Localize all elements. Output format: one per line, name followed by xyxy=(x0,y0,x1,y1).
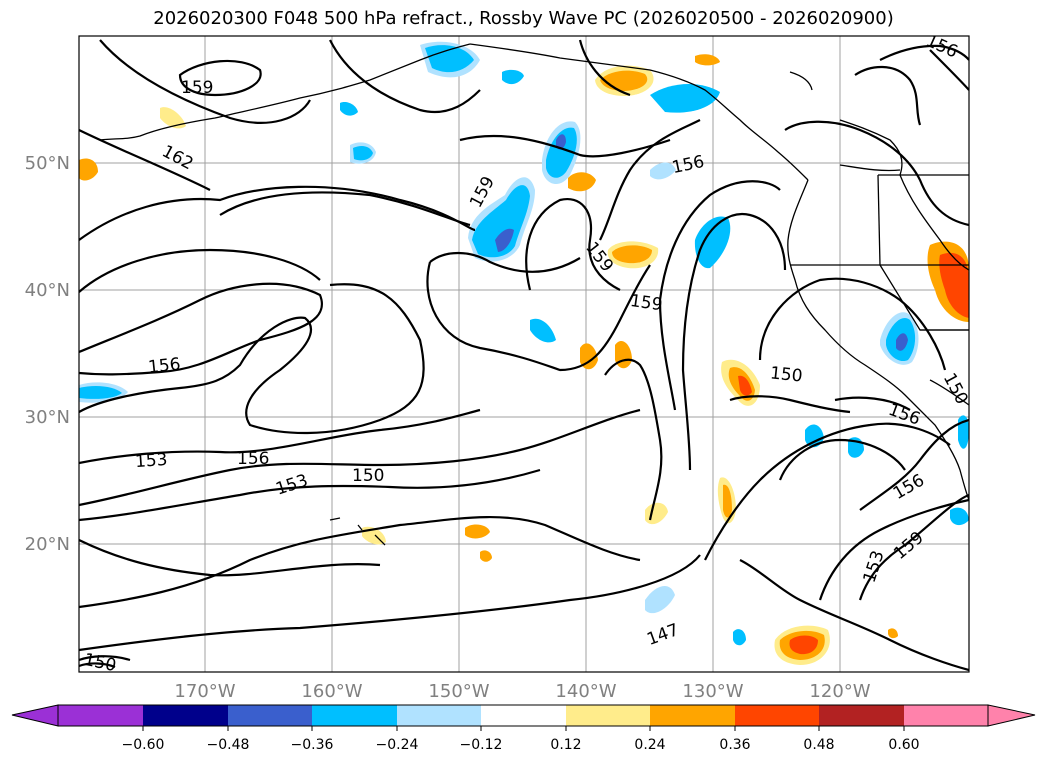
contour-label: 156 xyxy=(237,449,269,469)
colorbar-tick-label: −0.60 xyxy=(122,737,165,753)
colorbar-segment xyxy=(312,705,397,726)
height-contours xyxy=(79,39,969,672)
map-border xyxy=(78,35,970,673)
contour-label: 159 xyxy=(629,291,664,315)
coastlines xyxy=(99,43,969,546)
negative-anomaly-fills xyxy=(79,41,969,646)
contour-label: 156 xyxy=(147,354,181,377)
lon-label: 160°W xyxy=(301,681,362,702)
colorbar-tick-label: −0.12 xyxy=(460,737,503,753)
colorbar-tick-label: 0.12 xyxy=(550,737,581,753)
longitude-labels: 170°W 160°W 150°W 140°W 130°W 120°W xyxy=(174,681,870,702)
lat-label: 50°N xyxy=(25,153,70,174)
lat-label: 20°N xyxy=(25,534,70,555)
lon-label: 150°W xyxy=(428,681,489,702)
colorbar: −0.60 −0.48 −0.36 −0.24 −0.12 0.12 0.24 … xyxy=(11,704,1036,753)
lat-label: 30°N xyxy=(25,407,70,428)
colorbar-segment xyxy=(397,705,481,726)
colorbar-tick-label: 0.36 xyxy=(719,737,750,753)
contour-label: 150 xyxy=(769,363,803,386)
contour-label: 150 xyxy=(82,650,118,676)
colorbar-segment xyxy=(904,705,988,726)
lat-label: 40°N xyxy=(25,280,70,301)
colorbar-tick-label: 0.24 xyxy=(634,737,665,753)
colorbar-extend-low xyxy=(11,704,59,727)
lon-label: 130°W xyxy=(682,681,743,702)
latitude-labels: 50°N 40°N 30°N 20°N xyxy=(25,153,70,555)
colorbar-tick-label: −0.48 xyxy=(207,737,250,753)
colorbar-tick-label: 0.60 xyxy=(888,737,919,753)
colorbar-segment xyxy=(143,705,228,726)
contour-label: 159 xyxy=(181,78,213,98)
colorbar-tick-label: −0.36 xyxy=(291,737,334,753)
gridlines xyxy=(79,36,969,672)
lon-label: 140°W xyxy=(555,681,616,702)
map-title: 2026020300 F048 500 hPa refract., Rossby… xyxy=(153,8,894,29)
colorbar-segment xyxy=(58,705,143,726)
positive-anomaly-fills xyxy=(79,54,969,665)
colorbar-segment xyxy=(735,705,819,726)
colorbar-tick-label: −0.24 xyxy=(376,737,419,753)
colorbar-extend-high xyxy=(987,704,1036,727)
contour-label: 153 xyxy=(134,450,168,472)
colorbar-segment xyxy=(228,705,312,726)
colorbar-segment xyxy=(481,705,566,726)
lon-label: 170°W xyxy=(174,681,235,702)
colorbar-segment xyxy=(566,705,650,726)
lon-label: 120°W xyxy=(809,681,870,702)
colorbar-segment xyxy=(819,705,904,726)
contour-labels: 159 162 159 156 159 159 156 153 156 153 … xyxy=(82,36,969,676)
colorbar-tick-label: 0.48 xyxy=(803,737,834,753)
colorbar-segment xyxy=(650,705,735,726)
contour-label: 150 xyxy=(352,466,384,486)
